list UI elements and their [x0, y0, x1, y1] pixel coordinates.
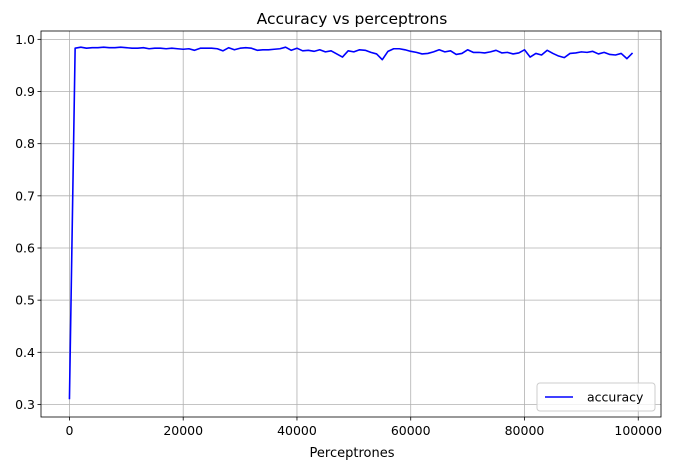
x-axis-title: Perceptrones: [310, 446, 395, 461]
y-tick-label: 0.6: [15, 240, 35, 255]
y-tick-label: 1.0: [15, 32, 35, 47]
x-tick-label: 20000: [163, 423, 203, 438]
y-tick-label: 0.8: [15, 136, 35, 151]
chart-title: Accuracy vs perceptrons: [257, 10, 448, 28]
grid: [41, 31, 661, 417]
y-axis-ticks: 0.3 0.4 0.5 0.6 0.7 0.8 0.9 1.0: [15, 32, 41, 412]
x-tick-label: 0: [65, 423, 73, 438]
y-tick-label: 0.7: [15, 188, 35, 203]
plot-lines: [68, 46, 634, 400]
x-tick-label: 40000: [277, 423, 317, 438]
x-axis-ticks: 0 20000 40000 60000 80000 100000: [65, 417, 662, 438]
y-tick-label: 0.5: [15, 293, 35, 308]
legend-box: [536, 382, 656, 412]
legend-label-accuracy: accuracy: [587, 390, 644, 405]
y-tick-label: 0.4: [15, 345, 35, 360]
x-tick-label: 100000: [614, 423, 662, 438]
y-tick-label: 0.9: [15, 84, 35, 99]
legend: accuracy: [536, 382, 656, 412]
plot-frame: [40, 30, 662, 418]
x-tick-label: 60000: [391, 423, 431, 438]
y-tick-label: 0.3: [15, 397, 35, 412]
series-line-accuracy: [68, 46, 634, 400]
x-tick-label: 80000: [505, 423, 545, 438]
